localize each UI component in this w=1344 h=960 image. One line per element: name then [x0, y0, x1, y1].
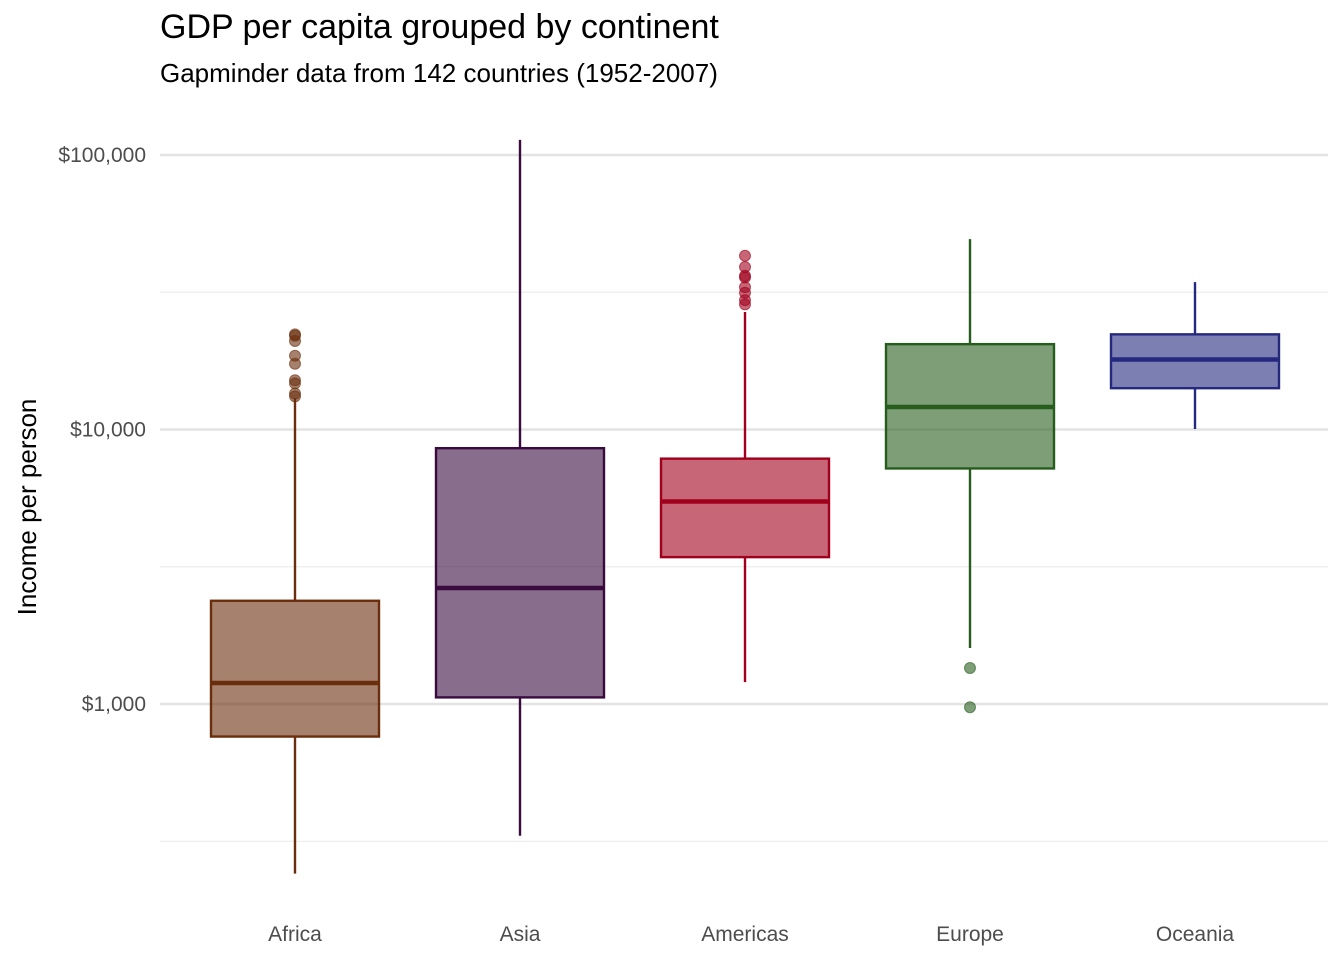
outlier-point — [964, 701, 976, 714]
y-axis: $1,000 $10,000 $100,000 — [58, 144, 146, 716]
box-asia — [434, 139, 606, 836]
x-tick-label: Africa — [268, 923, 322, 946]
outlier-point — [739, 249, 751, 262]
outlier-point — [964, 661, 976, 674]
box-europe — [884, 239, 1056, 714]
y-tick-label: $1,000 — [82, 693, 146, 716]
x-tick-label: Oceania — [1156, 923, 1235, 946]
x-tick-label: Americas — [701, 923, 789, 946]
chart-title: GDP per capita grouped by continent — [160, 8, 719, 46]
outlier-point — [289, 387, 301, 400]
box-americas — [659, 249, 831, 683]
chart-subtitle: Gapminder data from 142 countries (1952-… — [160, 58, 718, 88]
iqr-box — [434, 446, 606, 699]
box-oceania — [1109, 282, 1281, 430]
y-tick-label: $100,000 — [58, 144, 146, 167]
iqr-box — [659, 457, 831, 559]
outlier-point — [289, 349, 301, 362]
outlier-point — [289, 374, 301, 387]
x-tick-label: Asia — [500, 923, 541, 946]
box-africa — [209, 328, 381, 874]
iqr-box — [209, 599, 381, 738]
x-tick-label: Europe — [936, 923, 1004, 946]
y-axis-title: Income per person — [12, 399, 42, 616]
y-tick-label: $10,000 — [70, 419, 146, 442]
boxes-layer — [209, 139, 1281, 874]
x-axis: Africa Asia Americas Europe Oceania — [268, 923, 1234, 946]
outlier-point — [289, 328, 301, 341]
outlier-point — [739, 260, 751, 273]
